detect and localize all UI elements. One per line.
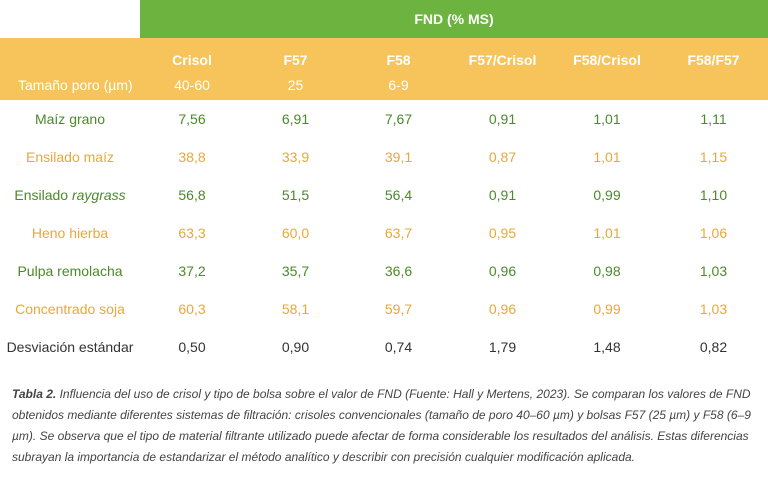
caption-label: Tabla 2. xyxy=(12,387,57,401)
blank-corner xyxy=(0,0,140,38)
pore-size-value xyxy=(450,70,555,100)
row-label: Ensilado maíz xyxy=(26,149,114,165)
cell-value: 1,11 xyxy=(700,111,727,127)
row-label: Heno hierba xyxy=(31,225,109,241)
pore-size-value: 25 xyxy=(244,70,347,100)
row-label: Maíz grano xyxy=(34,111,106,127)
cell-value: 63,7 xyxy=(384,225,413,241)
cell-value: 1,03 xyxy=(699,301,728,317)
table-row: Ensilado raygrass 56,8 51,5 56,4 0,91 0,… xyxy=(0,176,768,214)
column-header: F57 xyxy=(244,38,347,70)
cell-value: 0,98 xyxy=(593,263,621,279)
table-row: Desviación estándar 0,50 0,90 0,74 1,79 … xyxy=(0,328,768,366)
cell-value: 0,91 xyxy=(488,111,517,127)
row-label: Desviación estándar xyxy=(6,339,134,355)
cell-value: 38,8 xyxy=(178,149,206,165)
cell-value: 0,99 xyxy=(593,187,621,203)
column-header: F58/Crisol xyxy=(555,38,659,70)
cell-value: 0,91 xyxy=(488,187,517,203)
cell-value: 0,50 xyxy=(178,339,206,355)
cell-value: 0,99 xyxy=(593,301,621,317)
cell-value: 1,48 xyxy=(593,339,621,355)
row-label: Pulpa remolacha xyxy=(17,263,123,279)
column-header-row: Crisol F57 F58 F57/Crisol F58/Crisol F58… xyxy=(0,38,768,70)
cell-value: 36,6 xyxy=(384,263,413,279)
cell-value: 1,01 xyxy=(593,225,621,241)
caption-text: Influencia del uso de crisol y tipo de b… xyxy=(12,387,751,464)
cell-value: 58,1 xyxy=(281,301,310,317)
pore-size-value xyxy=(659,70,768,100)
cell-value: 0,74 xyxy=(384,339,413,355)
cell-value: 1,10 xyxy=(699,187,728,203)
cell-value: 56,4 xyxy=(384,187,413,203)
cell-value: 0,82 xyxy=(699,339,728,355)
table-caption: Tabla 2. Influencia del uso de crisol y … xyxy=(12,384,756,468)
column-header: Crisol xyxy=(140,38,244,70)
pore-size-row: Tamaño poro (µm) 40-60 25 6-9 xyxy=(0,70,768,100)
table-row: Ensilado maíz 38,8 33,9 39,1 0,87 1,01 1… xyxy=(0,138,768,176)
row-label: Ensilado raygrass xyxy=(0,176,140,214)
cell-value: 0,96 xyxy=(488,263,517,279)
cell-value: 60,0 xyxy=(281,225,310,241)
cell-value: 1,06 xyxy=(699,225,728,241)
table-row: Maíz grano 7,56 6,91 7,67 0,91 1,01 1,11 xyxy=(0,100,768,138)
pore-size-label: Tamaño poro (µm) xyxy=(0,70,140,100)
cell-value: 1,15 xyxy=(699,149,728,165)
pore-size-value xyxy=(555,70,659,100)
cell-value: 6,91 xyxy=(281,111,310,127)
fnd-table-container: FND (% MS) Crisol F57 F58 F57/Crisol F58… xyxy=(0,0,768,366)
cell-value: 35,7 xyxy=(281,263,310,279)
cell-value: 1,01 xyxy=(593,111,621,127)
cell-value: 59,7 xyxy=(384,301,413,317)
fnd-table: FND (% MS) Crisol F57 F58 F57/Crisol F58… xyxy=(0,0,768,366)
cell-value: 0,96 xyxy=(488,301,517,317)
column-header-blank xyxy=(0,38,140,70)
cell-value: 7,67 xyxy=(384,111,413,127)
column-header: F58 xyxy=(347,38,450,70)
row-label-italic: raygrass xyxy=(71,187,126,203)
cell-value: 56,8 xyxy=(178,187,206,203)
cell-value: 0,87 xyxy=(488,149,517,165)
cell-value: 37,2 xyxy=(178,263,206,279)
row-label: Concentrado soja xyxy=(15,301,125,317)
cell-value: 1,01 xyxy=(593,149,621,165)
cell-value: 0,95 xyxy=(488,225,517,241)
cell-value: 60,3 xyxy=(178,301,206,317)
pore-size-value: 6-9 xyxy=(347,70,450,100)
cell-value: 39,1 xyxy=(384,149,413,165)
cell-value: 63,3 xyxy=(178,225,206,241)
column-header: F58/F57 xyxy=(659,38,768,70)
cell-value: 7,56 xyxy=(178,111,206,127)
cell-value: 1,79 xyxy=(488,339,517,355)
table-row: Heno hierba 63,3 60,0 63,7 0,95 1,01 1,0… xyxy=(0,214,768,252)
column-header: F57/Crisol xyxy=(450,38,555,70)
group-header-row: FND (% MS) xyxy=(0,0,768,38)
cell-value: 0,90 xyxy=(281,339,310,355)
cell-value: 1,03 xyxy=(699,263,728,279)
cell-value: 33,9 xyxy=(281,149,310,165)
row-label-text: Ensilado xyxy=(14,187,72,203)
cell-value: 51,5 xyxy=(281,187,310,203)
table-row: Concentrado soja 60,3 58,1 59,7 0,96 0,9… xyxy=(0,290,768,328)
group-header: FND (% MS) xyxy=(140,0,768,38)
table-row: Pulpa remolacha 37,2 35,7 36,6 0,96 0,98… xyxy=(0,252,768,290)
pore-size-value: 40-60 xyxy=(140,70,244,100)
